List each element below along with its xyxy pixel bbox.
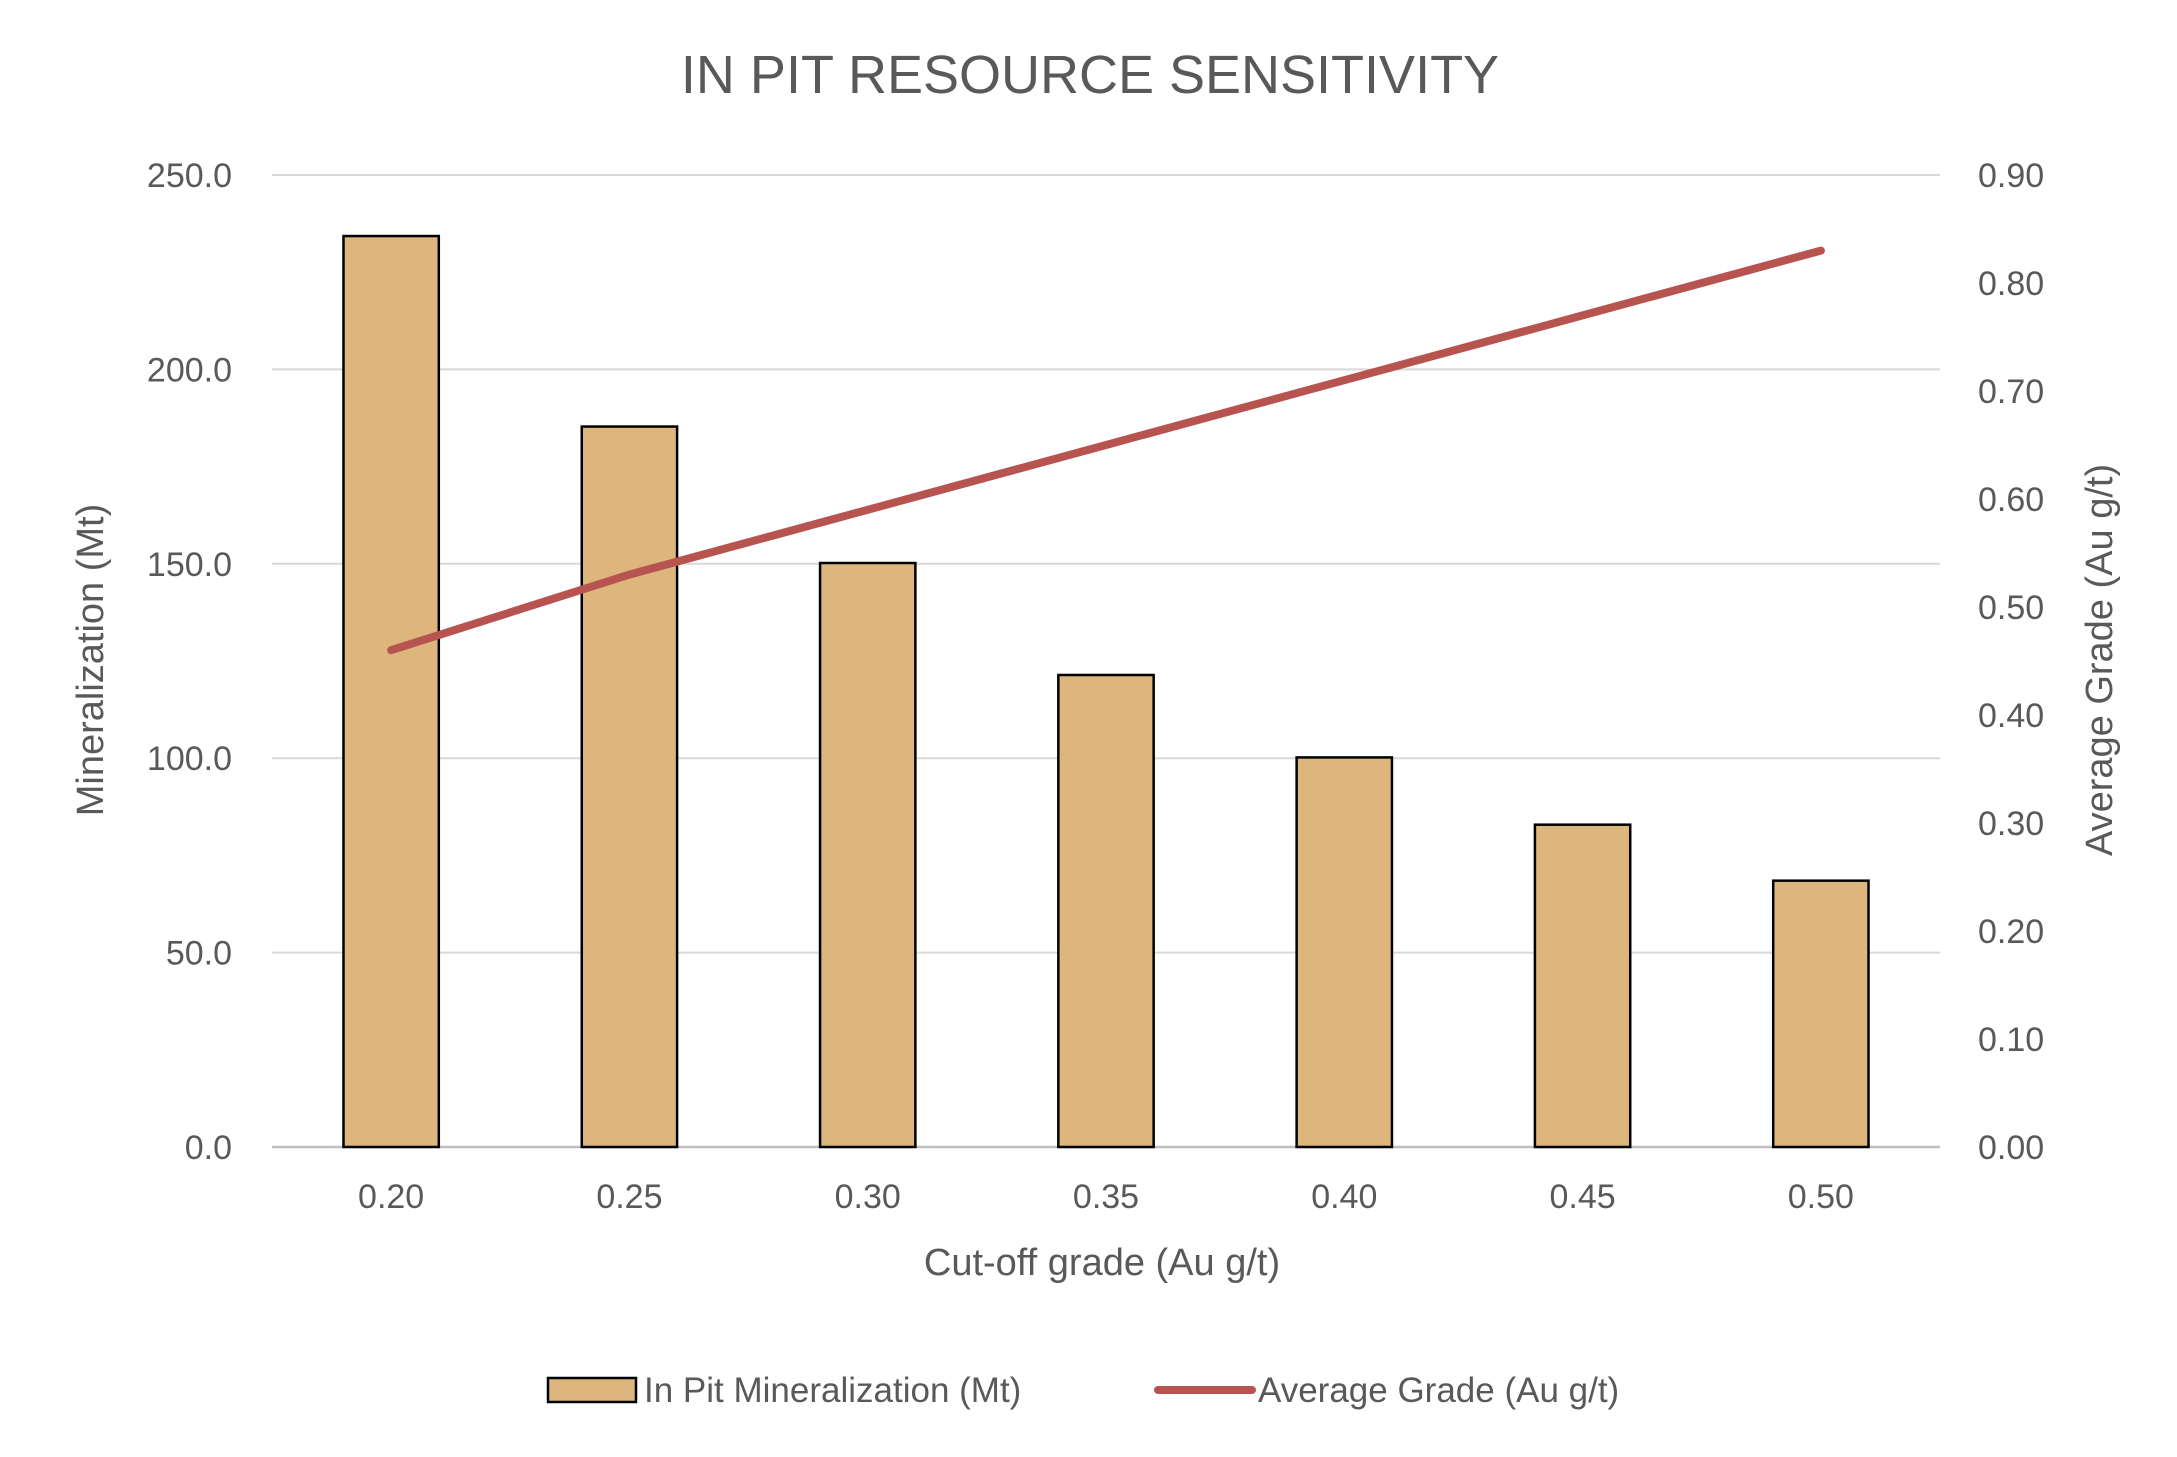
y-tick-label: 250.0 [147,157,232,195]
x-tick-label: 0.40 [1311,1178,1377,1216]
legend-bar-label: In Pit Mineralization (Mt) [644,1371,1021,1410]
x-tick-label: 0.50 [1788,1178,1854,1216]
chart-title: IN PIT RESOURCE SENSITIVITY [681,45,1499,105]
x-axis-label: Cut-off grade (Au g/t) [924,1242,1280,1284]
bar [1535,825,1630,1147]
x-tick-label: 0.30 [835,1178,901,1216]
y-tick-label: 0.0 [185,1129,232,1167]
y2-tick-label: 0.80 [1978,265,2044,303]
y2-axis-label: Average Grade (Au g/t) [2079,464,2121,856]
y-tick-label: 50.0 [166,935,232,973]
bar [1297,757,1392,1147]
y-axis-label: Mineralization (Mt) [70,504,112,817]
y-tick-label: 100.0 [147,740,232,778]
y2-tick-label: 0.20 [1978,913,2044,951]
y2-tick-label: 0.30 [1978,805,2044,843]
y-tick-label: 150.0 [147,546,232,584]
x-tick-label: 0.35 [1073,1178,1139,1216]
x-tick-label: 0.45 [1549,1178,1615,1216]
y-tick-label: 200.0 [147,351,232,389]
legend-line-label: Average Grade (Au g/t) [1258,1371,1619,1410]
x-tick-label: 0.20 [358,1178,424,1216]
bar [820,563,915,1147]
bar [1773,881,1868,1147]
bar [343,236,438,1147]
x-tick-label: 0.25 [596,1178,662,1216]
y2-tick-label: 0.00 [1978,1129,2044,1167]
y2-tick-label: 0.10 [1978,1021,2044,1059]
bar [1058,675,1153,1147]
bar [582,427,677,1147]
y2-tick-label: 0.50 [1978,589,2044,627]
y2-tick-label: 0.90 [1978,157,2044,195]
y2-tick-label: 0.40 [1978,697,2044,735]
legend-bar-swatch [548,1378,636,1402]
y2-tick-label: 0.60 [1978,481,2044,519]
y2-tick-label: 0.70 [1978,373,2044,411]
